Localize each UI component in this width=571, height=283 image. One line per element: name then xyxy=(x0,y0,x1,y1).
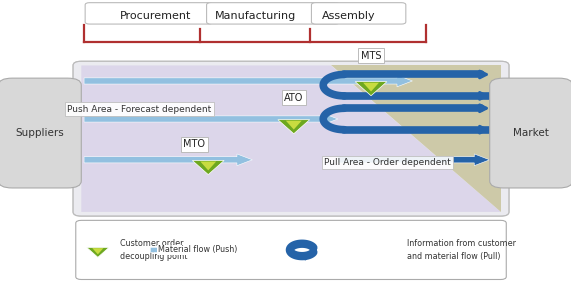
Text: MTS: MTS xyxy=(361,51,381,61)
Text: Information from customer
and material flow (Pull): Information from customer and material f… xyxy=(407,239,516,261)
Text: Procurement: Procurement xyxy=(120,11,191,21)
FancyBboxPatch shape xyxy=(85,3,212,24)
Polygon shape xyxy=(87,247,109,257)
Text: ATO: ATO xyxy=(284,93,303,103)
Polygon shape xyxy=(286,121,301,130)
FancyArrow shape xyxy=(338,154,490,166)
Polygon shape xyxy=(81,65,501,212)
FancyArrow shape xyxy=(84,154,252,166)
FancyArrow shape xyxy=(84,75,412,87)
Text: Suppliers: Suppliers xyxy=(15,128,65,138)
FancyArrow shape xyxy=(150,245,211,255)
FancyArrow shape xyxy=(84,113,338,125)
Polygon shape xyxy=(93,248,103,254)
Text: MTO: MTO xyxy=(183,139,206,149)
FancyBboxPatch shape xyxy=(207,3,340,24)
Text: Customer order
decoupling point: Customer order decoupling point xyxy=(120,239,187,261)
Text: Push Area - Forecast dependent: Push Area - Forecast dependent xyxy=(67,105,211,113)
Polygon shape xyxy=(200,162,216,170)
Text: Assembly: Assembly xyxy=(322,11,376,21)
Text: Material flow (Push): Material flow (Push) xyxy=(158,245,237,254)
Text: Manufacturing: Manufacturing xyxy=(215,11,296,21)
Polygon shape xyxy=(355,82,387,96)
FancyBboxPatch shape xyxy=(76,220,506,280)
FancyBboxPatch shape xyxy=(0,78,81,188)
Polygon shape xyxy=(331,65,501,212)
Polygon shape xyxy=(192,160,224,175)
Text: Pull Area - Order dependent: Pull Area - Order dependent xyxy=(324,158,451,167)
Polygon shape xyxy=(278,120,309,134)
FancyBboxPatch shape xyxy=(490,78,571,188)
Polygon shape xyxy=(363,83,379,91)
FancyBboxPatch shape xyxy=(73,61,509,216)
Text: Market: Market xyxy=(513,128,549,138)
FancyBboxPatch shape xyxy=(311,3,406,24)
